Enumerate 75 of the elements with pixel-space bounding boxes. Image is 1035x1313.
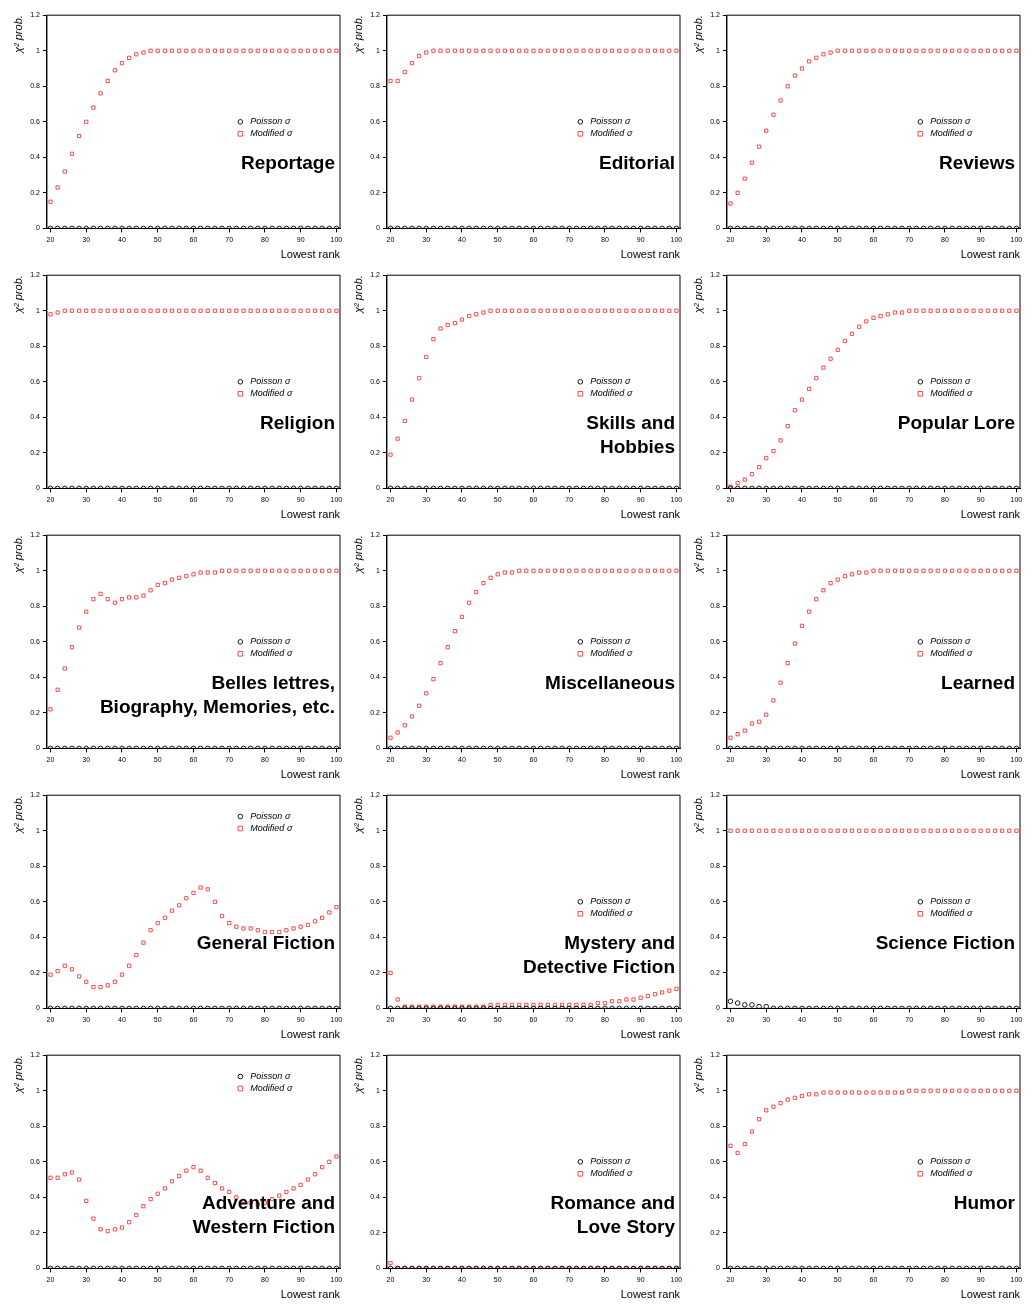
legend-label: Poisson σ <box>250 1071 291 1082</box>
x-axis-title: Lowest rank <box>280 248 341 261</box>
legend-label: Modified σ <box>590 908 633 919</box>
annotation: Popular Lore <box>897 411 1015 433</box>
legend-label: Modified σ <box>930 388 973 399</box>
x-axis-title: Lowest rank <box>960 1288 1021 1301</box>
x-axis-title: Lowest rank <box>280 768 341 781</box>
legend-label: Poisson σ <box>590 636 631 647</box>
y-axis-title: χ² prob. <box>691 275 704 314</box>
legend-label: Poisson σ <box>250 636 291 647</box>
legend-label: Modified σ <box>930 1168 973 1179</box>
x-axis-title: Lowest rank <box>960 248 1021 261</box>
y-axis-title: χ² prob. <box>351 275 364 314</box>
x-axis-title: Lowest rank <box>960 1028 1021 1041</box>
annotation: Editorial <box>598 151 675 173</box>
x-axis-title: Lowest rank <box>620 768 681 781</box>
y-axis-title: χ² prob. <box>11 795 24 834</box>
x-axis-title: Lowest rank <box>960 768 1021 781</box>
y-axis-title: χ² prob. <box>691 1055 704 1094</box>
x-axis-title: Lowest rank <box>280 508 341 521</box>
legend-label: Modified σ <box>590 388 633 399</box>
x-axis-title: Lowest rank <box>620 248 681 261</box>
legend-label: Modified σ <box>250 648 293 659</box>
y-axis-title: χ² prob. <box>11 1055 24 1094</box>
legend-label: Modified σ <box>930 128 973 139</box>
legend-label: Poisson σ <box>930 896 971 907</box>
y-axis-title: χ² prob. <box>691 795 704 834</box>
annotation: Learned <box>941 671 1015 693</box>
y-axis-title: χ² prob. <box>11 275 24 314</box>
legend-label: Poisson σ <box>590 896 631 907</box>
annotation: Mystery and Detective Fiction <box>522 931 675 977</box>
annotation: Adventure and Western Fiction <box>192 1191 335 1237</box>
annotation: Romance and Love Story <box>550 1191 676 1237</box>
legend-label: Poisson σ <box>930 636 971 647</box>
legend-label: Poisson σ <box>250 116 291 127</box>
annotation: General Fiction <box>196 931 335 953</box>
legend-label: Modified σ <box>590 648 633 659</box>
y-axis-title: χ² prob. <box>351 535 364 574</box>
legend-label: Poisson σ <box>930 116 971 127</box>
x-axis-title: Lowest rank <box>620 1028 681 1041</box>
annotation: Science Fiction <box>875 931 1015 953</box>
legend-label: Modified σ <box>250 128 293 139</box>
legend-label: Poisson σ <box>250 376 291 387</box>
legend-label: Poisson σ <box>930 1156 971 1167</box>
x-axis-title: Lowest rank <box>620 1288 681 1301</box>
y-axis-title: χ² prob. <box>11 15 24 54</box>
legend-label: Poisson σ <box>590 376 631 387</box>
annotation: Miscellaneous <box>545 671 675 693</box>
x-axis-title: Lowest rank <box>280 1288 341 1301</box>
legend-label: Poisson σ <box>250 811 291 822</box>
legend-label: Modified σ <box>930 908 973 919</box>
y-axis-title: χ² prob. <box>691 15 704 54</box>
annotation: Humor <box>953 1191 1016 1213</box>
legend-label: Modified σ <box>590 1168 633 1179</box>
x-axis-title: Lowest rank <box>280 1028 341 1041</box>
y-axis-title: χ² prob. <box>351 795 364 834</box>
legend-label: Modified σ <box>250 1083 293 1094</box>
legend-label: Modified σ <box>250 388 293 399</box>
y-axis-title: χ² prob. <box>351 15 364 54</box>
annotation: Reviews <box>938 151 1015 173</box>
legend-label: Poisson σ <box>930 376 971 387</box>
legend-label: Poisson σ <box>590 1156 631 1167</box>
y-axis-title: χ² prob. <box>351 1055 364 1094</box>
legend-label: Modified σ <box>250 823 293 834</box>
annotation: Skills and Hobbies <box>586 411 675 457</box>
annotation: Reportage <box>241 151 335 173</box>
legend-label: Poisson σ <box>590 116 631 127</box>
y-axis-title: χ² prob. <box>11 535 24 574</box>
y-axis-title: χ² prob. <box>691 535 704 574</box>
x-axis-title: Lowest rank <box>620 508 681 521</box>
x-axis-title: Lowest rank <box>960 508 1021 521</box>
legend-label: Modified σ <box>590 128 633 139</box>
annotation: Belles lettres, Biography, Memories, etc. <box>99 671 335 717</box>
legend-label: Modified σ <box>930 648 973 659</box>
annotation: Religion <box>260 411 335 433</box>
